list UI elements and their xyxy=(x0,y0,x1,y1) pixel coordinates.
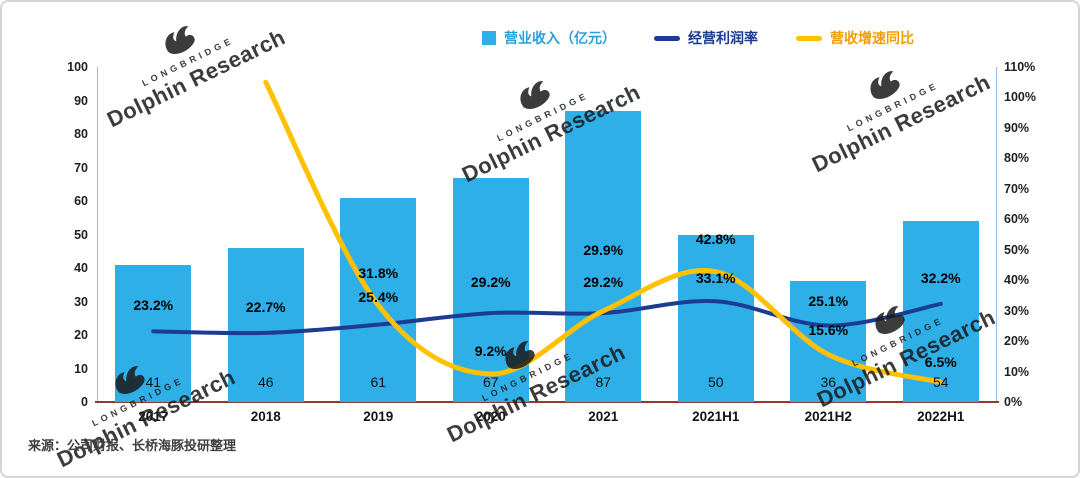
right-axis-tick: 60% xyxy=(1004,212,1030,227)
line-data-label: 29.2% xyxy=(470,274,511,290)
line-data-label: 15.6% xyxy=(808,322,849,338)
left-axis-line xyxy=(97,67,98,402)
line-series-swatch xyxy=(796,35,822,41)
right-axis-tick: 90% xyxy=(1004,120,1030,135)
legend-label: 营收增速同比 xyxy=(830,30,914,46)
left-axis-tick: 60 xyxy=(74,194,88,208)
legend-item-revenue-bars: 营业收入（亿元） xyxy=(482,28,616,48)
watermark-name: Dolphin Research xyxy=(807,69,995,178)
line-data-label: 9.2% xyxy=(474,343,507,359)
left-axis-tick: 0 xyxy=(81,395,88,409)
watermark-name: Dolphin Research xyxy=(102,24,290,133)
bar-value-label: 61 xyxy=(370,374,387,390)
dolphin-swan-logo-icon xyxy=(165,26,195,54)
x-axis-label: 2017 xyxy=(138,409,169,424)
watermark: LONGBRIDGE Dolphin Research xyxy=(795,32,994,177)
x-axis-label: 2019 xyxy=(363,409,394,424)
right-axis-tick: 10% xyxy=(1004,364,1030,379)
x-axis-label: 2022H1 xyxy=(917,409,965,424)
line-data-label: 33.1% xyxy=(695,270,736,286)
bar-value-label: 41 xyxy=(145,374,162,390)
left-axis-tick: 10 xyxy=(74,361,88,376)
legend-label: 经营利润率 xyxy=(688,30,758,46)
left-axis-tick: 70 xyxy=(74,160,88,175)
bar-value-label: 67 xyxy=(482,374,499,390)
x-axis-label: 2021H2 xyxy=(804,409,852,424)
line-data-label: 23.2% xyxy=(133,297,174,313)
bar-value-label: 50 xyxy=(707,374,724,390)
bar-series-swatch xyxy=(482,31,496,45)
dolphin-swan-logo-icon xyxy=(870,71,900,99)
left-axis-tick: 90 xyxy=(74,93,88,108)
line-data-label: 29.9% xyxy=(583,242,624,258)
legend-label: 营业收入（亿元） xyxy=(504,30,616,46)
right-axis-tick: 0% xyxy=(1004,395,1023,409)
line-series-swatch xyxy=(654,35,680,41)
legend-item-growth-line: 营收增速同比 xyxy=(796,28,914,48)
source-note: 来源：公司财报、长桥海豚投研整理 xyxy=(28,438,237,453)
left-axis-tick: 20 xyxy=(74,328,88,342)
line-data-label: 31.8% xyxy=(358,265,399,281)
right-axis-tick: 80% xyxy=(1004,151,1030,166)
right-axis-tick: 50% xyxy=(1004,242,1030,257)
x-axis-label: 2020 xyxy=(475,409,506,424)
bar-value-label: 36 xyxy=(820,374,837,390)
line-data-label: 42.8% xyxy=(695,231,736,247)
x-axis-label: 2021 xyxy=(588,409,619,424)
right-axis-tick: 20% xyxy=(1004,334,1030,349)
watermark-brand: LONGBRIDGE xyxy=(140,34,236,89)
legend: 营业收入（亿元） 经营利润率 营收增速同比 xyxy=(482,28,914,48)
legend-item-margin-line: 经营利润率 xyxy=(654,28,758,48)
watermark-brand: LONGBRIDGE xyxy=(845,79,941,134)
bar-value-label: 87 xyxy=(595,374,612,390)
left-axis-tick: 30 xyxy=(74,294,88,309)
right-axis-tick: 100% xyxy=(1004,90,1036,105)
line-data-label: 32.2% xyxy=(920,270,961,286)
bar-value-label: 46 xyxy=(257,374,274,390)
left-axis-tick: 40 xyxy=(74,261,88,275)
dolphin-swan-logo-icon xyxy=(520,81,550,109)
right-axis-tick: 110% xyxy=(1004,60,1036,74)
right-axis-tick: 40% xyxy=(1004,273,1030,288)
left-axis-tick: 80 xyxy=(74,127,88,141)
line-data-label: 25.1% xyxy=(808,293,849,309)
line-data-label: 29.2% xyxy=(583,274,624,290)
line-data-label: 25.4% xyxy=(358,289,399,305)
left-axis-tick: 100 xyxy=(67,60,88,74)
x-axis-line xyxy=(95,401,999,403)
right-axis-tick: 30% xyxy=(1004,303,1030,318)
line-data-label: 22.7% xyxy=(245,299,286,315)
left-axis-tick: 50 xyxy=(74,227,88,242)
x-axis-label: 2021H1 xyxy=(692,409,740,424)
x-axis-label: 2018 xyxy=(250,409,281,424)
watermark: LONGBRIDGE Dolphin Research xyxy=(90,2,289,132)
bar-value-label: 54 xyxy=(932,374,949,390)
right-axis-line xyxy=(996,67,997,402)
right-axis-tick: 70% xyxy=(1004,181,1030,196)
line-data-label: 6.5% xyxy=(924,354,957,370)
